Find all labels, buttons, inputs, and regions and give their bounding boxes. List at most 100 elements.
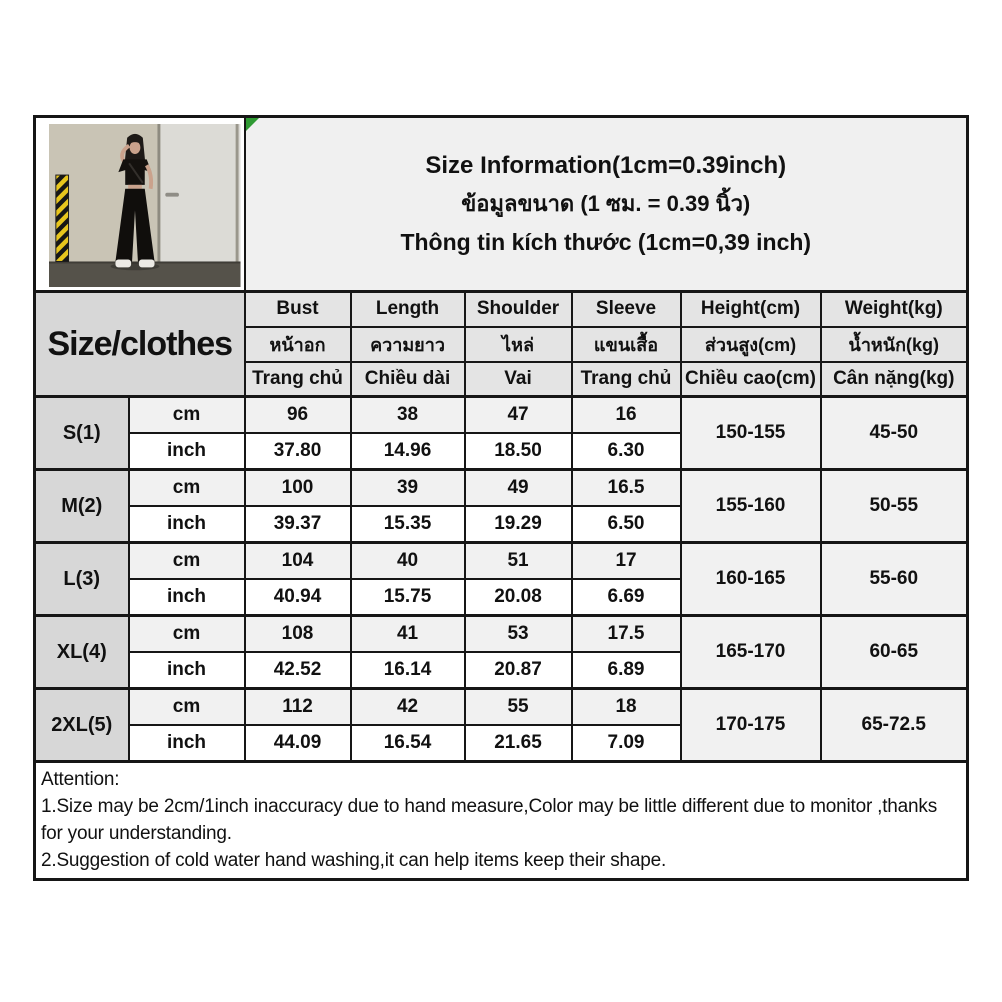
unit-cell-inch: inch [127,504,246,544]
value-cell: 14.96 [349,431,466,471]
value-cell: 18 [570,687,682,726]
model-figure [115,133,155,268]
unit-cell-cm: cm [127,468,246,507]
col-header-sleeve-en: Sleeve [570,290,682,328]
unit-cell-inch: inch [127,723,246,763]
col-header-weight-en: Weight(kg) [819,290,969,328]
value-cell: 17 [570,541,682,580]
col-header-bust-en: Bust [243,290,352,328]
value-cell: 16.54 [349,723,466,763]
col-header-weight-vi: Cân nặng(kg) [819,360,969,398]
value-cell: 108 [243,614,352,653]
product-photo [49,124,241,287]
product-photo-cell [33,115,246,293]
size-label-s: S(1) [33,395,130,471]
weight-range: 50-55 [819,468,969,544]
weight-range: 60-65 [819,614,969,690]
attention-note-2: 2.Suggestion of cold water hand washing,… [41,850,667,871]
size-table: Size Information(1cm=0.39inch) ข้อมูลขนา… [33,115,970,881]
col-header-height-th: ส่วนสูง(cm) [679,325,822,363]
value-cell: 15.35 [349,504,466,544]
col-header-shoulder-en: Shoulder [463,290,573,328]
value-cell: 44.09 [243,723,352,763]
col-header-bust-th: หน้าอก [243,325,352,363]
value-cell: 41 [349,614,466,653]
table-row: inch 42.52 16.14 20.87 6.89 [35,650,968,690]
title-english: Size Information(1cm=0.39inch) [425,152,787,179]
table-row: S(1) cm 96 38 47 16 150-155 45-50 [33,395,969,471]
value-cell: 47 [463,395,573,434]
weight-range: 45-50 [819,395,969,471]
col-header-length-vi: Chiều dài [349,360,466,398]
value-cell: 42 [349,687,466,726]
col-header-height-en: Height(cm) [679,290,822,328]
weight-range: 65-72.5 [819,687,969,763]
hazard-pole [55,174,70,262]
unit-cell-cm: cm [127,395,246,434]
unit-cell-cm: cm [127,614,246,653]
table-row: inch 39.37 15.35 19.29 6.50 [35,504,968,544]
title-block: Size Information(1cm=0.39inch) ข้อมูลขนา… [243,115,969,293]
value-cell: 96 [243,395,352,434]
value-cell: 6.50 [570,504,682,544]
value-cell: 39 [349,468,466,507]
value-cell: 16.5 [570,468,682,507]
unit-cell-cm: cm [127,541,246,580]
value-cell: 20.87 [463,650,573,690]
height-range: 155-160 [679,468,822,544]
table-row: inch 40.94 15.75 20.08 6.69 [35,577,968,617]
value-cell: 49 [463,468,573,507]
value-cell: 104 [243,541,352,580]
col-header-sleeve-vi: Trang chủ [570,360,682,398]
value-cell: 42.52 [243,650,352,690]
unit-cell-inch: inch [127,577,246,617]
table-row: 2XL(5) cm 112 42 55 18 170-175 65-72.5 [33,687,969,763]
attention-note: Attention: 1.Size may be 2cm/1inch inacc… [33,760,969,881]
table-row: XL(4) cm 108 41 53 17.5 165-170 60-65 [33,614,969,690]
table-row: inch 37.80 14.96 18.50 6.30 [35,431,968,471]
value-cell: 37.80 [243,431,352,471]
table-row: M(2) cm 100 39 49 16.5 155-160 50-55 [33,468,969,544]
col-header-shoulder-vi: Vai [463,360,573,398]
height-range: 150-155 [679,395,822,471]
col-header-bust-vi: Trang chủ [243,360,352,398]
unit-cell-inch: inch [127,650,246,690]
corner-label: Size/clothes [33,290,246,398]
unit-cell-inch: inch [127,431,246,471]
value-cell: 55 [463,687,573,726]
size-label-m: M(2) [33,468,130,544]
value-cell: 53 [463,614,573,653]
value-cell: 19.29 [463,504,573,544]
value-cell: 40 [349,541,466,580]
table-row: L(3) cm 104 40 51 17 160-165 55-60 [33,541,969,617]
value-cell: 100 [243,468,352,507]
value-cell: 16.14 [349,650,466,690]
value-cell: 15.75 [349,577,466,617]
title-thai: ข้อมูลขนาด (1 ซม. = 0.39 นิ้ว) [461,191,751,216]
unit-cell-cm: cm [127,687,246,726]
table-row: inch 44.09 16.54 21.65 7.09 [35,723,968,763]
size-chart-sheet: Size Information(1cm=0.39inch) ข้อมูลขนา… [33,115,970,881]
size-label-2xl: 2XL(5) [33,687,130,763]
attention-heading: Attention: [41,769,120,790]
value-cell: 6.69 [570,577,682,617]
height-range: 160-165 [679,541,822,617]
value-cell: 7.09 [570,723,682,763]
col-header-weight-th: น้ำหนัก(kg) [819,325,969,363]
col-header-height-vi: Chiều cao(cm) [679,360,822,398]
value-cell: 21.65 [463,723,573,763]
size-label-xl: XL(4) [33,614,130,690]
value-cell: 51 [463,541,573,580]
value-cell: 20.08 [463,577,573,617]
height-range: 165-170 [679,614,822,690]
title-vietnamese: Thông tin kích thước (1cm=0,39 inch) [400,229,812,255]
attention-note-1: 1.Size may be 2cm/1inch inaccuracy due t… [41,796,938,844]
col-header-shoulder-th: ไหล่ [463,325,573,363]
model-photo-illustration [49,124,241,287]
value-cell: 40.94 [243,577,352,617]
size-label-l: L(3) [33,541,130,617]
value-cell: 17.5 [570,614,682,653]
value-cell: 18.50 [463,431,573,471]
height-range: 170-175 [679,687,822,763]
